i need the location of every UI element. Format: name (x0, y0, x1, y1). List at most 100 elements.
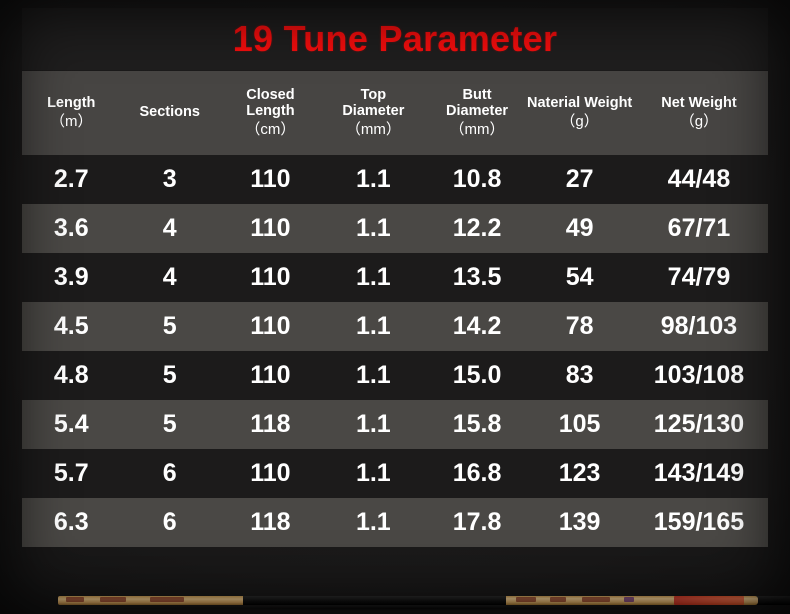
cell-sections: 5 (162, 312, 177, 340)
table-row: 4.5 5 110 1.1 14.2 78 98/103 (22, 302, 768, 351)
cell-butt-diameter: 13.5 (452, 263, 502, 291)
cell-closed-length: 110 (250, 459, 291, 487)
rod-marking (516, 597, 536, 602)
column-header-length-unit: （m） (49, 112, 93, 130)
page-title: 19 Tune Parameter (232, 18, 558, 59)
column-header-length: Length （m） (22, 95, 120, 130)
cell-length: 4.8 (53, 361, 89, 389)
table-row: 3.6 4 110 1.1 12.2 49 67/71 (22, 204, 768, 253)
column-header-closed-length-unit: （cm） (245, 120, 296, 138)
cell-top-diameter: 1.1 (355, 165, 391, 193)
table-row: 5.7 6 110 1.1 16.8 123 143/149 (22, 449, 768, 498)
rod-tip-section (58, 596, 243, 605)
rod-marking (100, 597, 126, 602)
column-header-butt-diameter-label-line1: Butt (462, 87, 492, 104)
column-header-butt-diameter-unit: （mm） (449, 120, 505, 138)
column-header-top-diameter: Top Diameter （mm） (322, 88, 425, 138)
cell-sections: 5 (162, 361, 177, 389)
column-header-material-weight-label: Naterial Weight (526, 95, 633, 112)
rod-marking (66, 597, 84, 602)
rod-brand-logo (674, 596, 744, 605)
cell-length: 3.6 (53, 214, 89, 242)
cell-net-weight: 143/149 (653, 459, 745, 487)
table-row: 5.4 5 118 1.1 15.8 105 125/130 (22, 400, 768, 449)
cell-material-weight: 49 (565, 214, 594, 242)
cell-closed-length: 110 (250, 312, 291, 340)
cell-closed-length: 118 (250, 508, 291, 536)
rod-butt-section (506, 596, 758, 605)
cell-butt-diameter: 12.2 (452, 214, 502, 242)
cell-material-weight: 27 (565, 165, 594, 193)
cell-sections: 3 (162, 165, 177, 193)
rod-marking (150, 597, 184, 602)
cell-length: 5.7 (53, 459, 89, 487)
column-header-material-weight-unit: （g） (560, 112, 599, 130)
cell-net-weight: 103/108 (653, 361, 745, 389)
cell-material-weight: 54 (565, 263, 594, 291)
column-header-top-diameter-label-line2: Diameter (342, 102, 405, 119)
cell-top-diameter: 1.1 (355, 214, 391, 242)
cell-sections: 4 (162, 214, 177, 242)
rod-marking (550, 597, 566, 602)
cell-butt-diameter: 10.8 (452, 165, 502, 193)
table-row: 2.7 3 110 1.1 10.8 27 44/48 (22, 155, 768, 204)
table-body: 2.7 3 110 1.1 10.8 27 44/48 3.6 4 110 1.1 12.2 49 67/… (22, 155, 768, 547)
cell-length: 4.5 (53, 312, 89, 340)
cell-material-weight: 83 (565, 361, 594, 389)
cell-net-weight: 98/103 (660, 312, 738, 340)
product-photo (0, 560, 790, 614)
cell-net-weight: 74/79 (667, 263, 731, 291)
fishing-rod-graphic (58, 596, 790, 605)
table-row: 3.9 4 110 1.1 13.5 54 74/79 (22, 253, 768, 302)
cell-length: 6.3 (53, 508, 89, 536)
cell-butt-diameter: 14.2 (452, 312, 502, 340)
column-header-net-weight-unit: （g） (679, 112, 719, 130)
spec-table: Length （m） Sections Closed Length （cm） T… (22, 71, 768, 547)
column-header-top-diameter-unit: （mm） (345, 120, 401, 138)
cell-sections: 6 (162, 508, 177, 536)
column-header-material-weight: Naterial Weight （g） (526, 95, 633, 130)
cell-butt-diameter: 15.8 (452, 410, 502, 438)
cell-top-diameter: 1.1 (355, 361, 391, 389)
cell-top-diameter: 1.1 (355, 312, 391, 340)
column-header-closed-length-label-line2: Length (246, 102, 295, 119)
cell-sections: 5 (162, 410, 177, 438)
cell-top-diameter: 1.1 (355, 410, 391, 438)
cell-top-diameter: 1.1 (355, 508, 391, 536)
cell-net-weight: 67/71 (667, 214, 731, 242)
cell-sections: 4 (162, 263, 177, 291)
column-header-net-weight-label: Net Weight (661, 95, 737, 112)
cell-length: 5.4 (53, 410, 89, 438)
cell-butt-diameter: 17.8 (452, 508, 502, 536)
cell-material-weight: 78 (565, 312, 594, 340)
cell-sections: 6 (162, 459, 177, 487)
cell-closed-length: 118 (250, 410, 291, 438)
column-header-net-weight: Net Weight （g） (630, 95, 768, 130)
column-header-sections-label: Sections (139, 104, 200, 121)
cell-butt-diameter: 16.8 (452, 459, 502, 487)
cell-butt-diameter: 15.0 (452, 361, 502, 389)
cell-top-diameter: 1.1 (355, 263, 391, 291)
column-header-sections: Sections (120, 105, 218, 121)
column-header-top-diameter-label-line1: Top (360, 87, 387, 104)
cell-material-weight: 105 (558, 410, 601, 438)
cell-length: 2.7 (53, 165, 89, 193)
cell-closed-length: 110 (250, 361, 291, 389)
column-header-closed-length-label-line1: Closed (246, 87, 295, 104)
cell-net-weight: 125/130 (653, 410, 745, 438)
table-row: 6.3 6 118 1.1 17.8 139 159/165 (22, 498, 768, 547)
table-row: 4.8 5 110 1.1 15.0 83 103/108 (22, 351, 768, 400)
column-header-closed-length: Closed Length （cm） (219, 88, 322, 138)
cell-length: 3.9 (53, 263, 89, 291)
cell-closed-length: 110 (250, 263, 291, 291)
table-header-row: Length （m） Sections Closed Length （cm） T… (22, 71, 768, 155)
column-header-butt-diameter-label-line2: Diameter (446, 102, 509, 119)
column-header-butt-diameter: Butt Diameter （mm） (425, 88, 529, 138)
rod-shadow (58, 606, 758, 611)
cell-closed-length: 110 (250, 165, 291, 193)
cell-material-weight: 123 (558, 459, 601, 487)
cell-top-diameter: 1.1 (355, 459, 391, 487)
rod-marking (624, 597, 634, 602)
column-header-length-label: Length (47, 95, 96, 112)
